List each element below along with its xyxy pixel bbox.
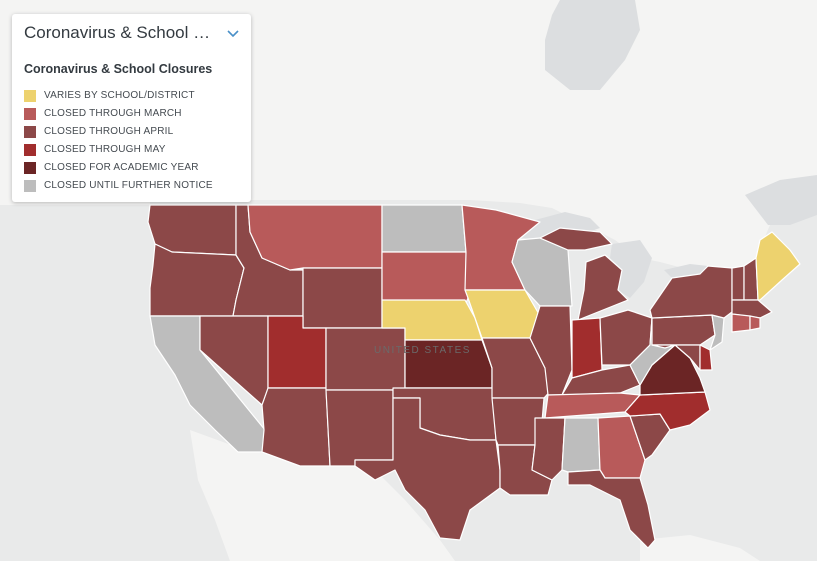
state-CO[interactable] — [325, 327, 406, 391]
legend-title: Coronavirus & School Closures — [24, 62, 213, 76]
state-TN[interactable] — [544, 392, 641, 419]
state-FL[interactable] — [567, 469, 656, 549]
mexico-landmass — [190, 430, 455, 561]
legend-swatch — [24, 126, 36, 138]
state-CT[interactable] — [731, 313, 751, 333]
legend-label: VARIES BY SCHOOL/DISTRICT — [44, 90, 195, 101]
state-PA[interactable] — [651, 314, 716, 346]
state-RI[interactable] — [749, 315, 761, 331]
state-AZ[interactable] — [261, 387, 331, 467]
state-IN[interactable] — [571, 317, 603, 379]
legend-swatch — [24, 180, 36, 192]
legend-label: CLOSED THROUGH APRIL — [44, 126, 174, 137]
state-WY[interactable] — [302, 267, 383, 329]
lake-huron — [610, 240, 652, 298]
state-MI[interactable] — [539, 227, 629, 321]
legend-swatch — [24, 108, 36, 120]
legend-label: CLOSED FOR ACADEMIC YEAR — [44, 162, 199, 173]
state-OR[interactable] — [149, 243, 245, 317]
legend-panel: Coronavirus & School Closures Coronaviru… — [12, 14, 251, 202]
legend-swatch — [24, 144, 36, 156]
lake-ontario — [664, 264, 708, 278]
state-ME[interactable] — [755, 231, 801, 301]
state-MA[interactable] — [731, 299, 773, 319]
state-MS[interactable] — [531, 417, 566, 481]
state-AL[interactable] — [561, 417, 601, 473]
legend-label: CLOSED UNTIL FURTHER NOTICE — [44, 180, 213, 191]
states-layer — [147, 204, 801, 549]
state-WI[interactable] — [511, 237, 573, 307]
gulf-of-st-lawrence — [745, 175, 817, 225]
layer-selector[interactable]: Coronavirus & School Closures — [12, 14, 251, 54]
baja-peninsula — [236, 450, 290, 561]
layer-selector-title: Coronavirus & School Closures — [24, 23, 220, 42]
state-TX[interactable] — [354, 397, 501, 541]
legend-swatch — [24, 90, 36, 102]
state-SD[interactable] — [381, 251, 469, 306]
legend-label: CLOSED THROUGH MARCH — [44, 108, 182, 119]
legend-swatch — [24, 162, 36, 174]
hudson-bay — [545, 0, 640, 90]
legend-label: CLOSED THROUGH MAY — [44, 144, 166, 155]
chevron-down-icon[interactable] — [226, 26, 240, 40]
state-DE[interactable] — [699, 344, 713, 371]
cuba — [640, 535, 760, 561]
state-VT[interactable] — [731, 265, 745, 301]
country-label: UNITED STATES — [374, 345, 471, 356]
state-NM[interactable] — [325, 389, 394, 467]
state-ND[interactable] — [381, 204, 467, 253]
state-MT[interactable] — [247, 204, 383, 271]
